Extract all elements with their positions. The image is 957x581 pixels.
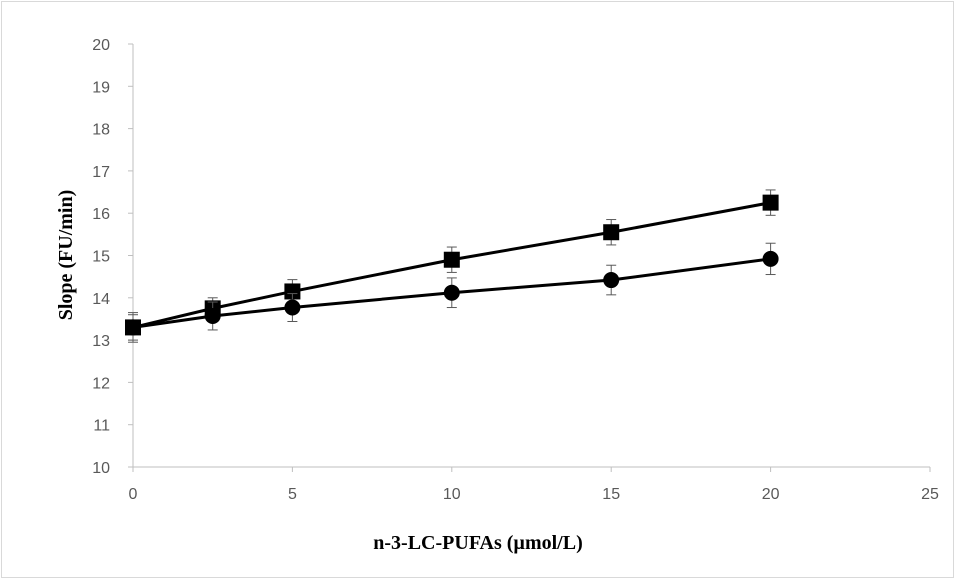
y-axis-ticks: 10 11 12 13 14 15 16 17 18 19 20 — [92, 37, 133, 477]
data-point-circle — [603, 272, 620, 289]
y-tick-label: 18 — [92, 122, 110, 139]
x-tick-label: 15 — [602, 486, 620, 503]
x-axis-ticks: 0 5 10 15 20 25 — [129, 467, 939, 503]
data-point-circle — [125, 319, 141, 336]
y-tick-label: 11 — [93, 418, 110, 435]
y-tick-label: 20 — [92, 37, 110, 54]
series-1 — [125, 189, 779, 341]
axes — [132, 44, 930, 468]
x-tick-label: 0 — [129, 486, 138, 503]
y-axis-title: Slope (FU/min) — [55, 190, 77, 321]
x-tick-label: 10 — [443, 486, 461, 503]
y-tick-label: 10 — [92, 460, 110, 477]
data-point-circle — [204, 307, 221, 324]
y-tick-label: 19 — [92, 79, 110, 96]
series-line — [132, 257, 771, 329]
data-point-circle — [284, 299, 301, 316]
data-point-circle — [443, 284, 460, 301]
y-tick-label: 17 — [92, 164, 110, 181]
y-tick-label: 14 — [92, 291, 110, 308]
y-tick-label: 12 — [92, 375, 110, 392]
x-tick-label: 20 — [762, 486, 780, 503]
data-point-circle — [762, 250, 779, 267]
series-layer — [125, 189, 779, 343]
series-2 — [125, 242, 779, 343]
y-tick-label: 16 — [92, 206, 110, 223]
data-point-square — [284, 283, 301, 300]
x-axis-title: n-3-LC-PUFAs (µmol/L) — [373, 532, 582, 554]
x-tick-label: 25 — [921, 486, 939, 503]
y-tick-label: 13 — [92, 333, 110, 350]
data-point-square — [762, 194, 779, 211]
x-tick-label: 5 — [288, 486, 297, 503]
series-line — [132, 201, 771, 329]
data-point-square — [603, 224, 620, 241]
data-point-square — [443, 251, 460, 268]
y-tick-label: 15 — [92, 249, 110, 266]
